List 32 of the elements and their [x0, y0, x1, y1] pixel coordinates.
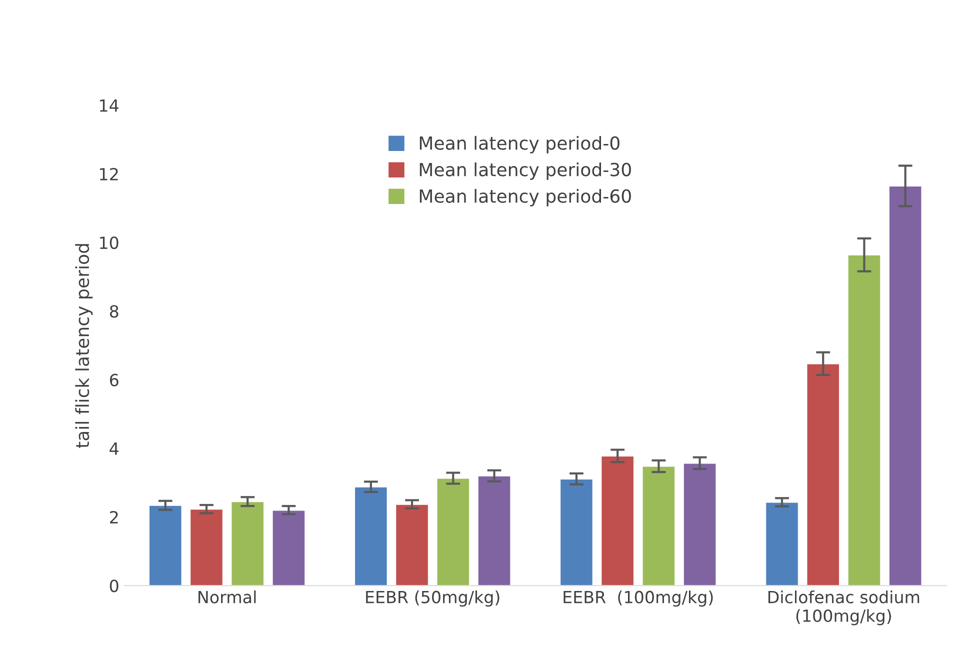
bar	[888, 185, 922, 586]
y-tick-label: 2	[110, 510, 118, 524]
y-tick-label: 12	[100, 168, 118, 180]
y-tick-label: 8	[110, 305, 118, 318]
bar	[148, 504, 182, 586]
bar	[559, 478, 594, 586]
bar	[395, 504, 430, 586]
bar	[230, 501, 265, 586]
y-tick-label: 4	[110, 442, 118, 455]
bar	[765, 502, 800, 586]
legend-label: Mean latency period-30	[420, 162, 631, 180]
x-tick-label: Normal	[198, 590, 256, 604]
x-tick-label: EEBR (50mg/kg)	[366, 590, 500, 607]
bar	[847, 254, 882, 586]
bar	[190, 508, 224, 586]
y-tick-label: 6	[110, 374, 118, 386]
x-tick-label: EEBR (100mg/kg)	[564, 590, 713, 607]
x-tick-label: Diclofenac sodium (100mg/kg)	[768, 590, 920, 626]
bar	[806, 363, 840, 586]
legend-label: Mean latency period-0	[420, 136, 620, 154]
bar	[272, 510, 306, 586]
bar	[642, 466, 676, 586]
y-axis-title: tail flick latency period	[75, 244, 93, 448]
bar	[354, 486, 388, 586]
bar	[436, 478, 470, 586]
bar	[600, 455, 635, 586]
y-tick-label: 10	[100, 236, 118, 250]
bar	[477, 475, 512, 586]
bar	[682, 462, 717, 586]
y-tick-label: 14	[100, 99, 118, 112]
legend-label: Mean latency period-60	[420, 188, 631, 206]
y-tick-label: 0	[110, 580, 118, 592]
